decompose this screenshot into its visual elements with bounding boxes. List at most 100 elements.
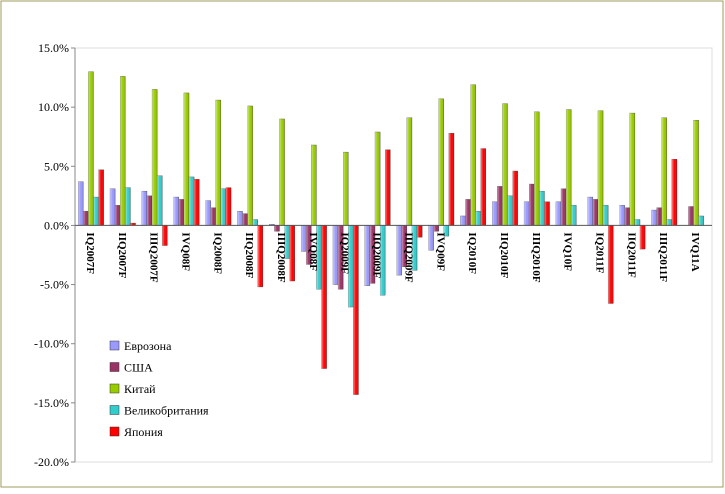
bar-shade (353, 225, 359, 395)
bar-shade (78, 181, 84, 226)
x-tick-label: IIQ2010F (498, 232, 510, 278)
bar-shade (597, 110, 604, 226)
bar-shade (443, 225, 449, 237)
bar-shade (534, 111, 540, 226)
bar-shade (375, 131, 381, 226)
bar-shade (369, 225, 376, 284)
y-tick-label: 15.0% (38, 41, 69, 55)
bar-shade (507, 195, 513, 226)
bar-shade (624, 207, 630, 226)
bar-shade (364, 225, 370, 286)
bar-shade (225, 187, 232, 226)
x-tick-label: IIQ2011F (625, 232, 637, 278)
bar-shade (480, 148, 486, 226)
bar-shade (141, 191, 147, 226)
bar-shade (666, 219, 672, 226)
bar-shade (98, 169, 104, 226)
x-tick-label: IVQ08F (307, 232, 319, 271)
bar-shade (130, 223, 136, 226)
bar-shade (640, 225, 646, 250)
x-tick-label: IIQ2008F (243, 232, 255, 278)
bar-shade (274, 225, 280, 232)
bar-shade (698, 215, 704, 226)
bar-shade (571, 205, 577, 226)
legend-box (103, 336, 235, 442)
bar-shade (93, 197, 99, 226)
bar-shade (215, 100, 221, 226)
bar-shade (237, 211, 243, 226)
bar-shade (385, 149, 391, 226)
x-tick-label: IVQ08F (179, 232, 191, 271)
x-tick-label: IVQ09F (434, 232, 446, 271)
bar-shade (411, 225, 418, 271)
bar-shade (406, 117, 412, 226)
bar-shade (566, 109, 572, 226)
bar-shade (603, 205, 609, 226)
y-tick-label: 10.0% (38, 100, 69, 114)
bar-shade (152, 89, 158, 226)
legend-swatch (109, 426, 120, 437)
bar-shade (306, 225, 312, 265)
bar-shade (396, 225, 402, 276)
legend-label: Великобритания (124, 404, 209, 418)
x-tick-label: IIQ2009F (371, 232, 383, 278)
x-tick-label: IQ2008F (211, 232, 223, 274)
x-tick-label: IQ2009F (339, 232, 351, 274)
bar-shade (343, 152, 349, 226)
bar-shade (332, 225, 339, 285)
bar-shade (619, 205, 625, 226)
x-tick-label: IVQ10F (562, 232, 574, 271)
bar-shade (608, 225, 614, 304)
bar-shade (189, 176, 195, 226)
bar-shade (465, 199, 471, 226)
bar-shade (497, 186, 503, 226)
bar-shade (475, 211, 481, 226)
bar-shade (428, 225, 434, 251)
bar-shade (688, 206, 694, 226)
bar-shade (178, 199, 184, 226)
bar-shade (438, 98, 444, 226)
bar-shade (592, 199, 598, 226)
bar-shade (661, 117, 667, 226)
bar-shade (348, 225, 354, 308)
bar-shade (316, 225, 322, 290)
x-tick-label: IVQ11A (689, 232, 701, 271)
legend-swatch (109, 362, 120, 372)
bar-shade (338, 225, 344, 290)
x-tick-label: IQ2010F (466, 232, 478, 274)
bar-shade (301, 225, 307, 252)
legend-label: США (124, 361, 153, 375)
bar-shade (656, 207, 662, 226)
bar-shade (555, 201, 562, 226)
bar-shade (492, 201, 498, 226)
legend-label: Япония (124, 425, 163, 439)
bar-shade (321, 225, 327, 369)
bar-shade (210, 207, 216, 226)
bar-shade (173, 197, 179, 226)
legend-swatch (109, 405, 120, 415)
bar-shade (279, 118, 285, 226)
x-tick-label: IQ2007F (84, 232, 96, 274)
bar-shade (448, 133, 455, 226)
bar-shade (88, 71, 94, 226)
y-tick-label: 0.0% (44, 218, 69, 232)
legend-label: Еврозона (124, 339, 172, 353)
bar-shade (125, 187, 131, 226)
bar-shade (115, 205, 121, 226)
bar-shade (284, 225, 290, 259)
y-tick-label: -20.0% (34, 455, 69, 469)
bar-shade (205, 200, 211, 226)
bar-shade (671, 159, 677, 226)
bar-shade (146, 195, 153, 226)
x-tick-label: IIIQ2010F (530, 232, 542, 282)
legend-label: Китай (124, 382, 156, 396)
bar-shade (194, 179, 200, 226)
bar-shade (524, 201, 530, 226)
bar-shade (502, 103, 508, 226)
x-tick-label: IIIQ2009F (402, 232, 414, 282)
y-tick-label: -15.0% (34, 396, 69, 410)
bar-shade (693, 120, 699, 226)
x-tick-label: IIIQ2008F (275, 232, 287, 282)
bar-shade (120, 76, 126, 226)
